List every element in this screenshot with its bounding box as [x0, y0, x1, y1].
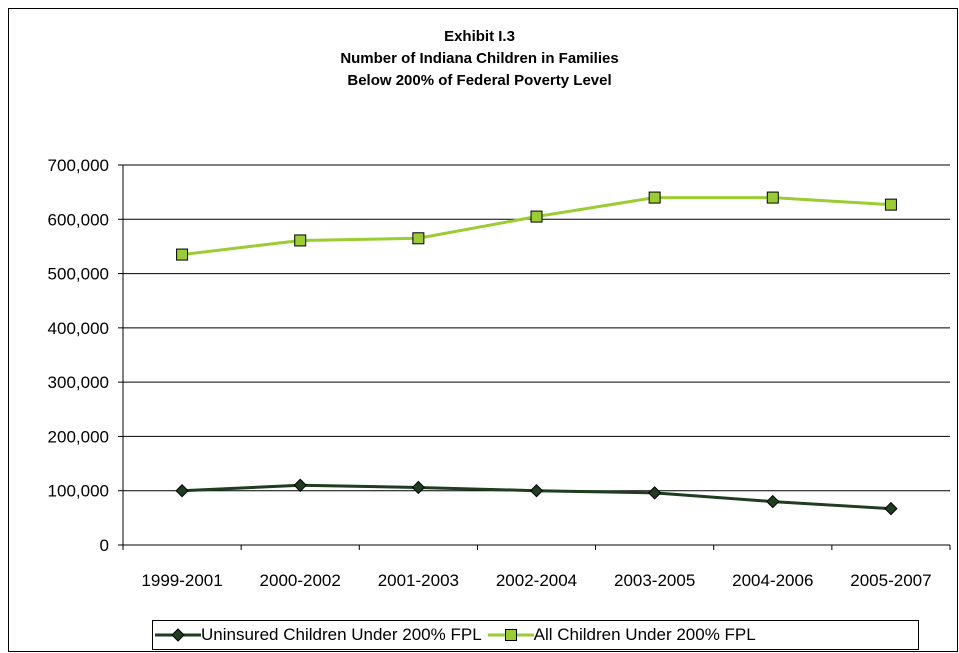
x-tick-label-2: 2001-2003: [378, 571, 459, 590]
series-0-point-1: [293, 478, 307, 492]
series-1-point-6: [884, 198, 897, 211]
legend-label-uninsured: Uninsured Children Under 200% FPL: [201, 625, 482, 644]
x-tick-label-5: 2004-2006: [732, 571, 813, 590]
series-0-point-6: [884, 501, 898, 516]
legend-key-uninsured: [155, 628, 201, 642]
y-tick-label-5: 500,000: [48, 265, 109, 284]
series-1-point-4: [648, 191, 661, 204]
series-line-1: [181, 196, 892, 257]
y-tick-label-6: 600,000: [48, 210, 109, 229]
legend-entry-uninsured: Uninsured Children Under 200% FPL: [155, 625, 482, 645]
x-tick-label-3: 2002-2004: [496, 571, 577, 590]
y-tick-label-4: 400,000: [48, 319, 109, 338]
legend: Uninsured Children Under 200% FPL All Ch…: [152, 620, 919, 650]
x-tick-label-0: 1999-2001: [141, 571, 222, 590]
series-0-point-0: [175, 484, 189, 498]
y-tick-label-1: 100,000: [48, 482, 109, 501]
legend-label-all: All Children Under 200% FPL: [533, 625, 756, 644]
series-0-point-2: [411, 480, 426, 495]
chart-title: Exhibit I.3 Number of Indiana Children i…: [0, 26, 959, 92]
y-tick-label-0: 0: [100, 536, 109, 555]
y-tick-label-3: 300,000: [48, 373, 109, 392]
series-1-point-1: [294, 234, 307, 247]
x-tick-label-4: 2003-2005: [614, 571, 695, 590]
title-line-1: Exhibit I.3: [444, 28, 515, 45]
title-line-3: Below 200% of Federal Poverty Level: [347, 72, 612, 89]
series-0-point-5: [766, 494, 780, 509]
series-1-point-5: [766, 191, 779, 204]
series-1-point-3: [530, 210, 543, 223]
legend-key-all: [487, 629, 534, 641]
legend-entry-all: All Children Under 200% FPL: [487, 625, 756, 645]
y-tick-label-7: 700,000: [48, 156, 109, 175]
series-1-point-2: [412, 232, 425, 245]
x-tick-label-6: 2005-2007: [850, 571, 931, 590]
series-0-point-3: [529, 484, 544, 498]
title-line-2: Number of Indiana Children in Families: [340, 50, 619, 67]
x-tick-label-1: 2000-2002: [260, 571, 341, 590]
series-0-point-4: [647, 486, 662, 500]
series-1-point-0: [176, 248, 189, 261]
y-tick-label-2: 200,000: [48, 427, 109, 446]
